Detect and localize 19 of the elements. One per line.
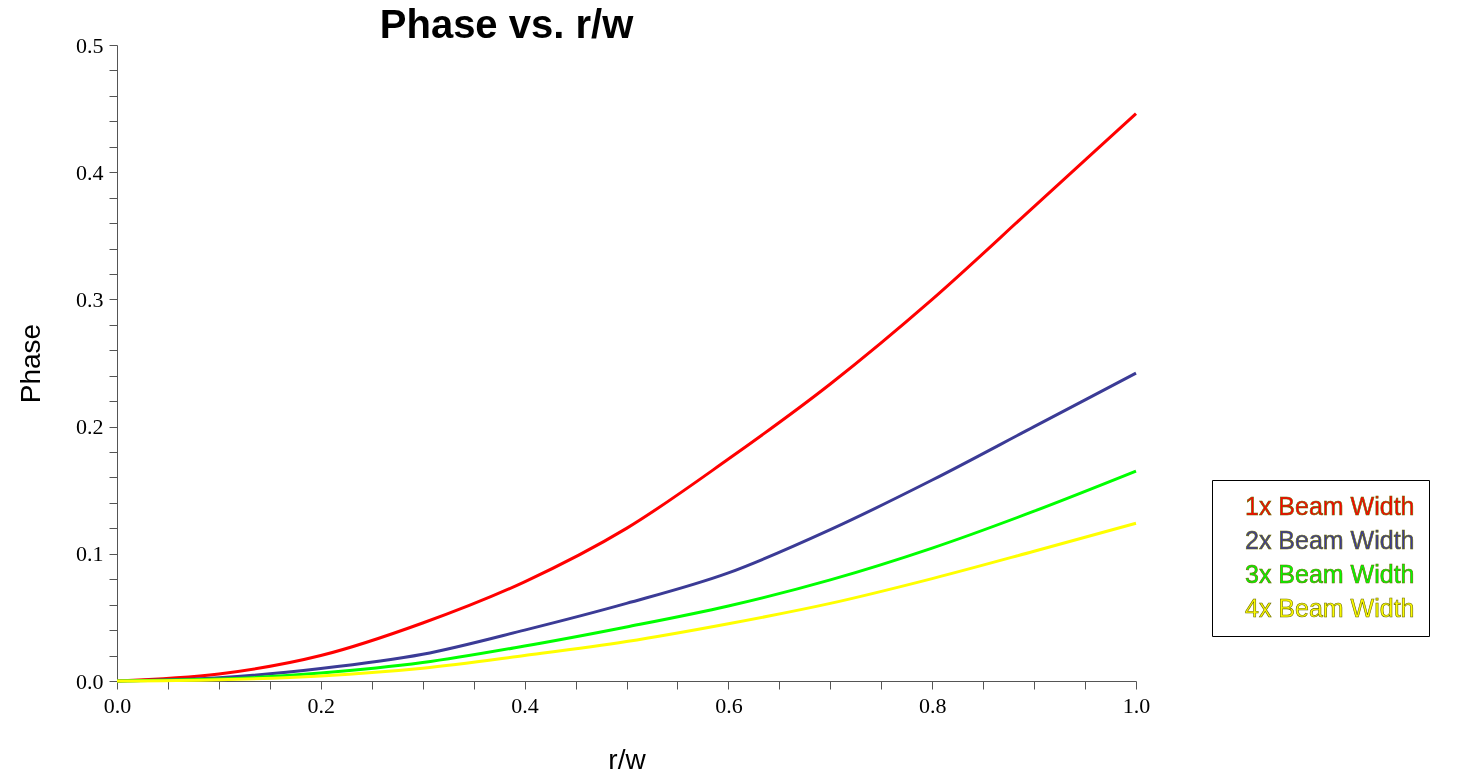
y-tick-label: 0.5 [76, 32, 104, 58]
y-tick-label: 0.4 [76, 159, 104, 185]
x-tick-label: 0.4 [511, 692, 539, 718]
x-tick-label: 0.8 [918, 692, 947, 718]
chart-title: Phase vs. r/w [379, 2, 635, 46]
x-tick-label: 0.6 [715, 692, 743, 718]
x-tick-label: 1.0 [1122, 692, 1151, 718]
y-tick-label: 0.2 [76, 414, 104, 440]
y-tick-label: 0.3 [76, 286, 104, 312]
text: 3x Beam Width [1245, 559, 1415, 588]
x-tick-label: 0.2 [307, 692, 336, 718]
text: 1x Beam Width [1245, 491, 1415, 520]
y-tick-label: 0.0 [76, 668, 104, 694]
text: 4x Beam Width [1245, 593, 1415, 622]
y-axis-title: Phase [15, 323, 46, 404]
x-tick-label: 0.0 [103, 692, 132, 718]
x-axis-title: r/w [608, 743, 647, 775]
y-tick-label: 0.1 [76, 541, 104, 567]
text: 2x Beam Width [1245, 525, 1415, 554]
